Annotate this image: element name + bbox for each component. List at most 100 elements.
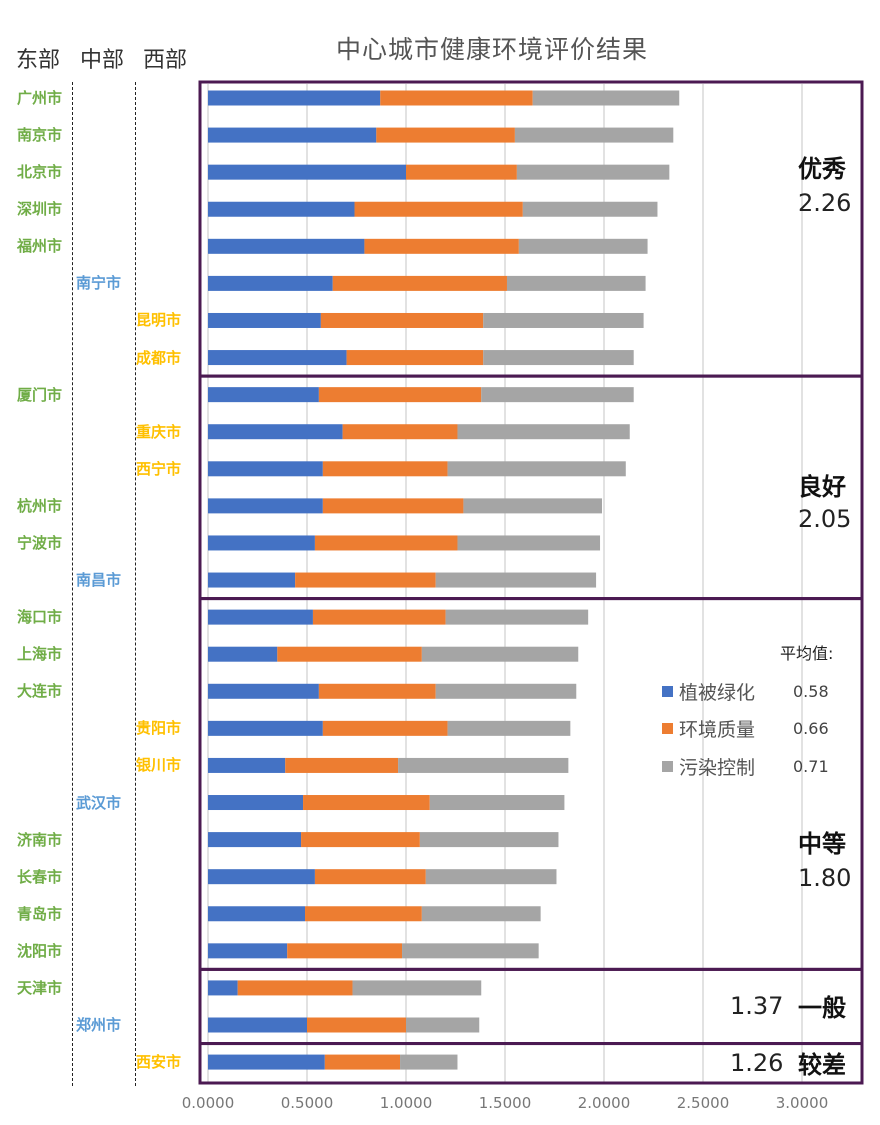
bar-segment-vegetation [208,795,304,811]
bar-segment-vegetation [208,832,302,848]
city-label: 上海市 [17,645,63,664]
bar-segment-environment [303,795,430,811]
bar-segment-vegetation [208,201,355,217]
bar-segment-pollution [425,869,557,885]
bar-segment-vegetation [208,906,306,922]
bar-segment-environment [354,201,523,217]
bar-segment-pollution [483,350,634,366]
x-tick-label: 3.0000 [775,1094,829,1112]
bar-segment-pollution [400,1054,458,1070]
bar-segment-vegetation [208,387,319,403]
bar-segment-environment [305,906,422,922]
x-tick-label: 2.0000 [577,1094,631,1112]
bar-segment-pollution [516,164,670,180]
bar-segment-pollution [406,1017,480,1033]
city-label: 南昌市 [76,571,122,590]
region-header-west: 西部 [143,48,188,73]
bar-segment-pollution [481,387,634,403]
bar-segment-vegetation [208,127,377,143]
legend-label: 污染控制 [679,756,756,779]
bar-segment-environment [380,90,533,106]
x-tick-label: 0.5000 [280,1094,334,1112]
bar-segment-pollution [514,127,674,143]
city-label: 宁波市 [17,533,63,552]
legend-average: 0.58 [793,681,829,701]
bar-segment-vegetation [208,312,321,328]
group-box [198,80,864,378]
bar-segment-vegetation [208,350,347,366]
bar-segment-vegetation [208,683,319,699]
bar-segment-pollution [445,609,589,625]
x-tick-label: 1.5000 [478,1094,532,1112]
group-score: 2.05 [798,505,852,534]
bar-segment-pollution [483,312,644,328]
bar-segment-pollution [506,275,646,291]
bar-segment-pollution [447,461,626,477]
group-label: 较差 [798,1051,846,1080]
bar-segment-pollution [421,906,541,922]
bar-segment-environment [320,312,484,328]
bar-segment-vegetation [208,869,315,885]
bar-segment-vegetation [208,1054,325,1070]
group-label: 良好 [798,473,846,502]
bar-segment-pollution [518,238,648,254]
bar-segment-environment [301,832,420,848]
city-label: 南京市 [17,126,63,145]
x-tick-label: 1.0000 [379,1094,433,1112]
city-label: 广州市 [17,89,63,107]
bar-segment-vegetation [208,943,288,959]
bar-segment-pollution [463,498,603,514]
bar-segment-environment [342,424,458,440]
legend-swatch [662,760,673,772]
bar-segment-vegetation [208,275,333,291]
bar-segment-environment [332,275,507,291]
city-label: 济南市 [17,830,63,849]
city-label: 大连市 [17,682,63,701]
region-header-central: 中部 [80,48,125,73]
city-label: 银川市 [136,756,182,775]
bar-segment-vegetation [208,609,313,625]
bar-segment-vegetation [208,238,365,254]
bar-segment-vegetation [208,498,323,514]
city-label: 西安市 [136,1053,182,1072]
legend-average: 0.66 [793,718,829,738]
group-box [198,374,864,601]
city-label: 沈阳市 [17,941,63,960]
bar-segment-vegetation [208,461,323,477]
bar-segment-environment [322,461,448,477]
city-label: 长春市 [17,867,63,886]
city-label: 海口市 [17,608,63,627]
bar-segment-pollution [421,646,579,662]
legend-label: 植被绿化 [679,681,756,704]
legend-item-vegetation: 植被绿化 0.58 [662,678,829,704]
bar-segment-pollution [532,90,680,106]
bar-segment-environment [287,943,403,959]
bar-segment-environment [295,572,436,588]
bar-segment-environment [314,869,426,885]
city-label: 杭州市 [17,496,63,515]
bar-segment-pollution [457,424,630,440]
bar-segment-pollution [419,832,559,848]
bar-segment-pollution [352,980,482,996]
bar-segment-pollution [398,757,569,773]
group-label: 一般 [798,994,846,1023]
region-divider-central-west [135,82,136,1086]
bar-segment-vegetation [208,90,381,106]
region-divider-east-central [72,82,73,1086]
bar-segment-vegetation [208,424,343,440]
bar-segment-pollution [522,201,658,217]
bar-segment-environment [406,164,517,180]
city-label: 贵阳市 [136,719,182,738]
legend-item-environment: 环境质量 0.66 [662,715,829,741]
bar-segment-environment [307,1017,406,1033]
bar-segment-vegetation [208,757,286,773]
legend-swatch [662,722,673,734]
city-label: 重庆市 [136,422,182,441]
legend-swatch [662,685,673,697]
city-label: 南宁市 [76,274,122,293]
bar-segment-environment [312,609,446,625]
city-label: 昆明市 [136,311,182,330]
bar-segment-environment [322,498,464,514]
bar-segment-environment [318,683,436,699]
